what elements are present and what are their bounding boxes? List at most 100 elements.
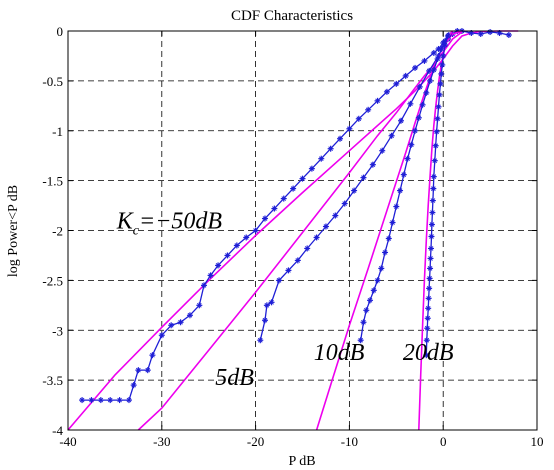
- data-point-marker: [423, 337, 430, 344]
- y-tick-label: -1.5: [42, 174, 63, 189]
- y-tick-label: -4: [52, 423, 63, 438]
- grid-lines: [68, 31, 537, 430]
- y-tick-label: -1: [52, 124, 63, 139]
- axis-ticks: -40 -30 -20 -10 0 10 0 -0.5 -1 -1.5 -2 -2.5 -3 -3.5 -4: [42, 24, 543, 449]
- data-point-marker: [393, 80, 400, 87]
- data-point-marker: [268, 299, 275, 306]
- data-point-marker: [430, 49, 437, 56]
- data-point-marker: [116, 397, 123, 404]
- data-point-marker: [438, 45, 445, 52]
- data-point-marker: [337, 135, 344, 142]
- data-point-marker: [374, 97, 381, 104]
- data-point-marker: [430, 173, 437, 180]
- data-point-marker: [402, 72, 409, 79]
- data-point-marker: [215, 262, 222, 269]
- data-point-marker: [379, 147, 386, 154]
- data-point-marker: [477, 30, 484, 37]
- data-point-marker: [318, 155, 325, 162]
- data-point-marker: [400, 171, 407, 178]
- data-point-marker: [88, 397, 95, 404]
- data-point-marker: [428, 221, 435, 228]
- data-point-marker: [257, 337, 264, 344]
- data-point-marker: [374, 277, 381, 284]
- data-point-marker: [437, 80, 444, 87]
- data-point-marker: [149, 352, 156, 359]
- data-point-marker: [285, 267, 292, 274]
- data-point-marker: [107, 397, 114, 404]
- curve-labels: Kc=−50dB 5dB 10dB 20dB: [116, 209, 454, 392]
- data-point-marker: [427, 265, 434, 272]
- data-point-marker: [397, 117, 404, 124]
- data-point-marker: [426, 275, 433, 282]
- data-point-marker: [290, 185, 297, 192]
- data-point-marker: [442, 41, 449, 48]
- data-point-marker: [505, 31, 512, 38]
- data-point-marker: [280, 195, 287, 202]
- data-point-marker: [427, 255, 434, 262]
- y-axis-label: log Power<P dB: [6, 185, 21, 277]
- data-point-marker: [436, 91, 443, 98]
- data-point-marker: [144, 367, 151, 374]
- x-axis-label: P dB: [288, 454, 315, 469]
- data-point-marker: [360, 319, 367, 326]
- data-point-marker: [224, 252, 231, 259]
- data-point-marker: [97, 397, 104, 404]
- data-point-marker: [404, 155, 411, 162]
- data-point-marker: [186, 312, 193, 319]
- data-point-marker: [430, 66, 437, 73]
- data-point-marker: [378, 265, 385, 272]
- data-point-marker: [125, 397, 132, 404]
- data-point-marker: [429, 197, 436, 204]
- data-point-marker: [369, 161, 376, 168]
- data-point-marker: [389, 219, 396, 226]
- data-point-marker: [425, 305, 432, 312]
- data-point-marker: [382, 249, 389, 256]
- data-point-marker: [271, 205, 278, 212]
- data-point-marker: [431, 157, 438, 164]
- data-point-marker: [196, 302, 203, 309]
- data-point-marker: [261, 317, 268, 324]
- x-tick-label: -30: [153, 434, 170, 449]
- y-tick-label: -3.5: [42, 373, 63, 388]
- data-point-marker: [435, 103, 442, 110]
- data-point-marker: [322, 223, 329, 230]
- data-point-marker: [168, 322, 175, 329]
- data-point-marker: [135, 367, 142, 374]
- data-point-marker: [423, 352, 430, 359]
- data-point-marker: [130, 382, 137, 389]
- data-point-marker: [407, 100, 414, 107]
- curve-label-20dB: 20dB: [403, 340, 454, 366]
- data-point-marker: [424, 325, 431, 332]
- curve-label-5dB: 5dB: [215, 365, 254, 391]
- data-point-marker: [233, 242, 240, 249]
- data-point-marker: [385, 235, 392, 242]
- data-point-marker: [468, 29, 475, 36]
- data-point-marker: [424, 315, 431, 322]
- data-point-marker: [355, 115, 362, 122]
- data-point-marker: [439, 61, 446, 68]
- data-point-marker: [351, 187, 358, 194]
- data-point-marker: [412, 127, 419, 134]
- data-point-marker: [158, 332, 165, 339]
- x-tick-label: 0: [440, 434, 447, 449]
- data-point-marker: [415, 114, 422, 121]
- data-point-marker: [433, 128, 440, 135]
- data-point-marker: [393, 203, 400, 210]
- y-tick-label: -0.5: [42, 74, 63, 89]
- data-point-marker: [383, 88, 390, 95]
- data-point-marker: [243, 234, 250, 241]
- data-point-marker: [423, 89, 430, 96]
- data-point-marker: [367, 297, 374, 304]
- data-point-marker: [304, 245, 311, 252]
- x-tick-label: 10: [531, 434, 544, 449]
- data-point-marker: [438, 70, 445, 77]
- data-point-marker: [327, 145, 334, 152]
- data-point-marker: [434, 115, 441, 122]
- series-layer: [67, 28, 519, 431]
- data-point-marker: [346, 125, 353, 132]
- data-point-marker: [430, 185, 437, 192]
- y-tick-label: -2: [52, 224, 63, 239]
- data-point-marker: [207, 272, 214, 279]
